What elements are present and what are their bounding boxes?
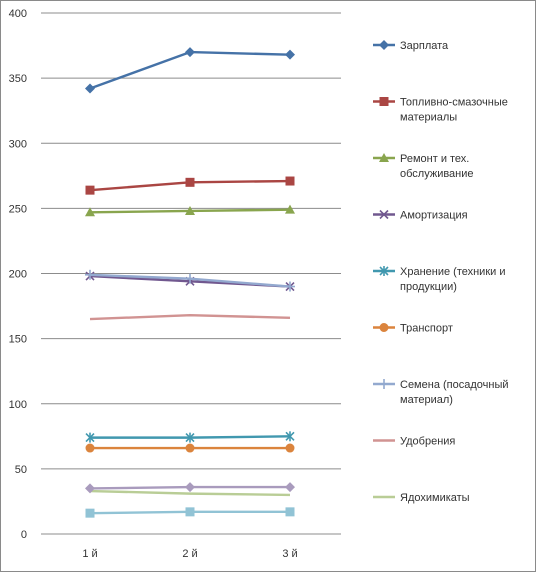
legend-entry: Зарплата	[373, 40, 449, 52]
legend: Зарплата Топливно-смазочные материалы Ремон…	[373, 40, 509, 504]
data-point	[379, 40, 389, 50]
data-point	[185, 482, 195, 493]
legend-entry: Ремонт и тех. обслуживание	[373, 153, 474, 180]
data-point	[285, 482, 295, 493]
data-point	[379, 209, 389, 220]
legend-entry: Топливно-смазочные материалы	[373, 97, 508, 124]
legend-label: Транспорт	[400, 323, 453, 335]
data-point	[285, 431, 295, 442]
series	[89, 489, 291, 497]
series	[85, 482, 295, 494]
legend-entry: Транспорт	[373, 323, 453, 335]
x-tick-label: 1 й	[82, 548, 97, 560]
data-point	[379, 97, 389, 106]
data-point	[85, 508, 95, 518]
series	[89, 313, 291, 321]
data-point	[85, 207, 95, 217]
gridlines	[41, 12, 341, 470]
data-point	[85, 83, 95, 94]
legend-label: Топливно-смазочные материалы	[400, 97, 508, 124]
y-tick-label: 250	[9, 203, 27, 215]
legend-entry: Семена (посадочный материал)	[373, 379, 509, 406]
series	[85, 47, 295, 94]
y-tick-label: 300	[9, 138, 27, 150]
legend-label: Зарплата	[400, 40, 449, 52]
data-point	[285, 507, 295, 517]
x-tick-label: 2 й	[182, 548, 197, 560]
data-point	[285, 204, 295, 214]
data-point	[379, 379, 389, 389]
data-point	[85, 185, 95, 195]
series-lines	[85, 47, 295, 518]
legend-entry: Ядохимикаты	[373, 492, 470, 504]
y-tick-label: 100	[9, 399, 27, 411]
series	[85, 431, 295, 443]
series-line	[89, 50, 291, 90]
data-point	[285, 176, 295, 186]
data-point	[285, 49, 295, 60]
legend-label: Семена (посадочный материал)	[400, 379, 509, 406]
data-point	[185, 507, 195, 517]
y-tick-label: 400	[9, 8, 27, 20]
data-point	[185, 443, 195, 453]
legend-entry: Хранение (техники и продукции)	[373, 266, 506, 293]
legend-label: Ремонт и тех. обслуживание	[400, 153, 474, 180]
data-point	[185, 177, 195, 187]
x-tick-label: 3 й	[282, 548, 297, 560]
series	[85, 507, 295, 518]
data-point	[285, 281, 295, 292]
y-tick-label: 350	[9, 73, 27, 85]
series	[85, 204, 295, 217]
data-point	[379, 266, 389, 276]
data-point	[379, 323, 389, 332]
axes: 0 50 100 150 200 250 300 350 400 1 й 2 й 3 й	[9, 8, 341, 560]
data-point	[285, 443, 295, 453]
series-line	[89, 313, 291, 321]
legend-label: Ядохимикаты	[400, 492, 470, 504]
legend-entry: Амортизация	[373, 210, 468, 222]
data-point	[185, 47, 195, 58]
legend-entry: Удобрения	[373, 436, 455, 448]
data-point	[85, 432, 95, 443]
series	[85, 269, 295, 292]
legend-label: Амортизация	[400, 210, 468, 222]
series-line	[89, 489, 291, 497]
y-tick-label: 200	[9, 269, 27, 281]
data-point	[185, 205, 195, 215]
data-point	[185, 432, 195, 443]
y-tick-label: 150	[9, 334, 27, 346]
legend-label: Удобрения	[400, 436, 455, 448]
data-point	[185, 273, 195, 284]
y-tick-label: 50	[15, 464, 27, 476]
data-point	[379, 153, 389, 162]
data-point	[85, 443, 95, 453]
legend-label: Хранение (техники и продукции)	[400, 266, 506, 293]
series	[85, 176, 295, 195]
data-point	[85, 483, 95, 494]
y-tick-label: 0	[21, 529, 27, 541]
data-point	[85, 269, 95, 280]
series	[85, 443, 295, 453]
